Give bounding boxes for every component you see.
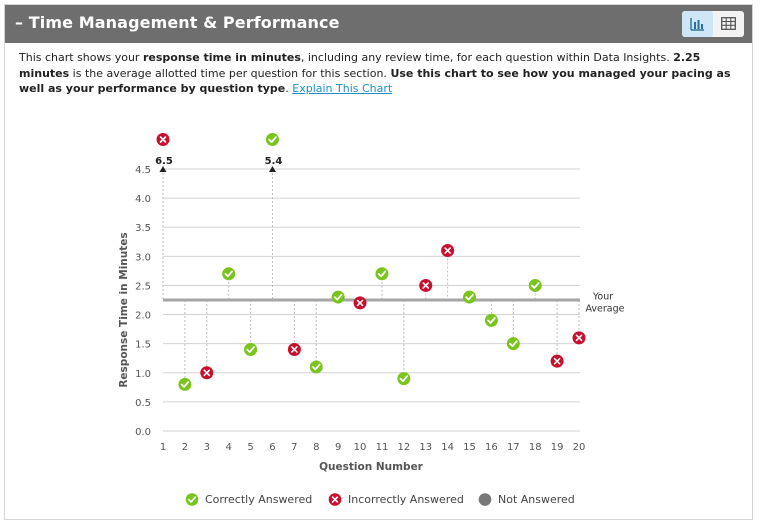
x-tick-label: 9 bbox=[335, 442, 341, 453]
y-axis-title: Response Time in Minutes bbox=[118, 232, 130, 387]
x-tick-label: 1 bbox=[160, 442, 166, 453]
overflow-value-label: 6.5 bbox=[155, 156, 173, 167]
y-tick-label: 3.5 bbox=[135, 223, 151, 234]
x-tick-label: 18 bbox=[529, 442, 542, 453]
chart-description: This chart shows your response time in m… bbox=[19, 51, 731, 95]
y-tick-label: 0.0 bbox=[135, 427, 151, 438]
x-tick-label: 6 bbox=[269, 442, 275, 453]
question-point-marker[interactable] bbox=[484, 313, 498, 327]
question-point-marker[interactable] bbox=[441, 244, 455, 258]
x-axis-title: Question Number bbox=[319, 461, 424, 473]
x-tick-label: 2 bbox=[182, 442, 188, 453]
y-tick-label: 0.5 bbox=[135, 398, 151, 409]
average-label-line2: Average bbox=[585, 304, 624, 315]
explain-chart-link[interactable]: Explain This Chart bbox=[292, 82, 393, 95]
x-tick-label: 19 bbox=[551, 442, 564, 453]
x-tick-label: 14 bbox=[441, 442, 454, 453]
y-tick-label: 1.0 bbox=[135, 369, 151, 380]
x-tick-label: 13 bbox=[419, 442, 432, 453]
x-tick-label: 12 bbox=[397, 442, 410, 453]
x-tick-label: 5 bbox=[247, 442, 253, 453]
overflow-value-label: 5.4 bbox=[265, 156, 283, 167]
x-tick-label: 4 bbox=[225, 442, 231, 453]
panel-header[interactable]: – Time Management & Performance bbox=[5, 5, 752, 43]
overflow-arrow bbox=[268, 166, 276, 172]
y-tick-label: 4.5 bbox=[135, 165, 151, 176]
question-point-marker[interactable] bbox=[200, 366, 214, 380]
panel-title[interactable]: – Time Management & Performance bbox=[15, 13, 340, 32]
table-view-button[interactable] bbox=[713, 11, 744, 37]
overflow-point-marker[interactable] bbox=[265, 133, 279, 146]
time-management-panel: – Time Management & Performance bbox=[4, 4, 753, 520]
question-point-marker[interactable] bbox=[397, 372, 411, 386]
table-icon bbox=[721, 17, 736, 30]
x-tick-label: 15 bbox=[463, 442, 476, 453]
question-point-marker[interactable] bbox=[375, 267, 389, 281]
question-point-marker[interactable] bbox=[353, 296, 367, 310]
y-tick-label: 4.0 bbox=[135, 194, 151, 205]
question-point-marker[interactable] bbox=[309, 360, 323, 374]
question-point-marker[interactable] bbox=[331, 290, 345, 304]
question-point-marker[interactable] bbox=[572, 331, 586, 345]
x-tick-label: 17 bbox=[507, 442, 520, 453]
question-point-marker[interactable] bbox=[287, 342, 301, 356]
average-label-line1: Your bbox=[592, 292, 613, 303]
overflow-arrow bbox=[159, 166, 167, 172]
question-point-marker[interactable] bbox=[244, 342, 258, 356]
question-point-marker[interactable] bbox=[419, 278, 433, 292]
y-tick-label: 3.0 bbox=[135, 252, 151, 263]
x-tick-label: 3 bbox=[204, 442, 210, 453]
y-tick-label: 2.0 bbox=[135, 311, 151, 322]
question-point-marker[interactable] bbox=[550, 354, 564, 368]
overflow-point-marker[interactable] bbox=[156, 133, 170, 146]
y-tick-label: 1.5 bbox=[135, 340, 151, 351]
question-point-marker[interactable] bbox=[222, 267, 236, 281]
chart-view-button[interactable] bbox=[682, 11, 713, 37]
correct-check-icon bbox=[185, 493, 199, 506]
bar-chart-icon bbox=[690, 18, 704, 31]
question-point-marker[interactable] bbox=[528, 278, 542, 292]
x-tick-label: 7 bbox=[291, 442, 297, 453]
y-tick-label: 2.5 bbox=[135, 281, 151, 292]
question-point-marker[interactable] bbox=[463, 290, 477, 304]
view-toggle bbox=[682, 11, 744, 37]
incorrect-x-icon bbox=[328, 493, 342, 506]
not-answered-dot-icon bbox=[478, 493, 492, 506]
question-point-marker[interactable] bbox=[178, 377, 192, 391]
x-tick-label: 16 bbox=[485, 442, 498, 453]
x-tick-label: 8 bbox=[313, 442, 319, 453]
x-tick-label: 11 bbox=[376, 442, 389, 453]
x-tick-label: 20 bbox=[573, 442, 586, 453]
question-point-marker[interactable] bbox=[506, 337, 520, 351]
x-tick-label: 10 bbox=[354, 442, 367, 453]
